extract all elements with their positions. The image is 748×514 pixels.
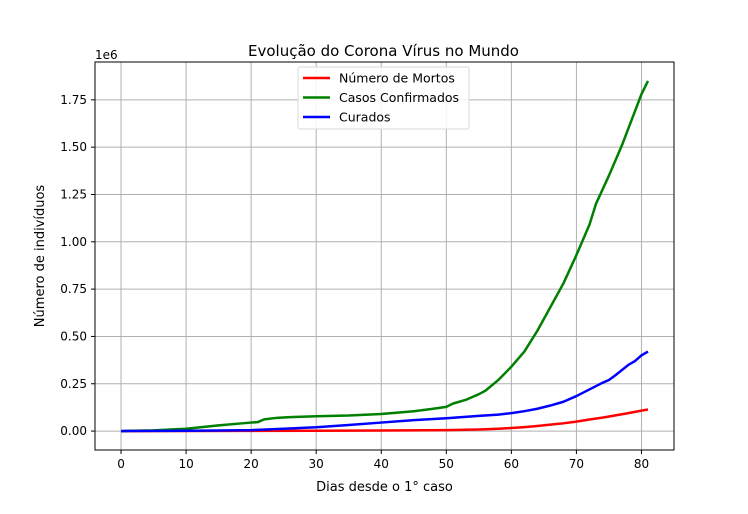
series-line-2 bbox=[120, 80, 650, 433]
y-tick-label: 0.25 bbox=[60, 377, 87, 391]
x-axis-label: Dias desde o 1° caso bbox=[316, 480, 453, 495]
x-tick-label: 80 bbox=[634, 457, 649, 471]
y-tick-label: 1.75 bbox=[60, 93, 87, 107]
legend-box bbox=[297, 66, 470, 130]
y-tick-label: 1.25 bbox=[60, 187, 87, 201]
chart-title: Evolução do Corona Vírus no Mundo bbox=[248, 42, 519, 60]
series-lines bbox=[120, 80, 650, 433]
x-tick-label: 20 bbox=[243, 457, 258, 471]
series-line-1 bbox=[121, 408, 649, 433]
x-tick-label: 40 bbox=[374, 457, 389, 471]
x-tick-label: 70 bbox=[569, 457, 584, 471]
x-tick-label: 60 bbox=[504, 457, 519, 471]
y-scale-label: 1e6 bbox=[95, 48, 118, 62]
ticks: 0 10 20 30 40 50 60 70 80 0.00 0.25 0.50 0.75 1.00 1.2… bbox=[60, 93, 649, 471]
x-tick-label: 0 bbox=[117, 457, 125, 471]
y-tick-label: 0.00 bbox=[60, 424, 87, 438]
plot-frame bbox=[94, 61, 675, 451]
x-tick-label: 10 bbox=[178, 457, 193, 471]
legend-label: Curados bbox=[339, 110, 391, 125]
y-tick-label: 1.50 bbox=[60, 140, 87, 154]
legend-label: Casos Confirmados bbox=[339, 90, 459, 105]
y-tick-label: 0.50 bbox=[60, 329, 87, 343]
x-tick-label: 50 bbox=[439, 457, 454, 471]
y-tick-label: 1.00 bbox=[60, 235, 87, 249]
legend-label: Número de Mortos bbox=[339, 71, 455, 86]
legend: Número de Mortos Casos Confirmados Curados bbox=[297, 66, 470, 130]
y-axis-label: Número de indivíduos bbox=[33, 185, 48, 328]
x-tick-label: 30 bbox=[309, 457, 324, 471]
series-line-3 bbox=[121, 350, 649, 433]
y-tick-label: 0.75 bbox=[60, 282, 87, 296]
